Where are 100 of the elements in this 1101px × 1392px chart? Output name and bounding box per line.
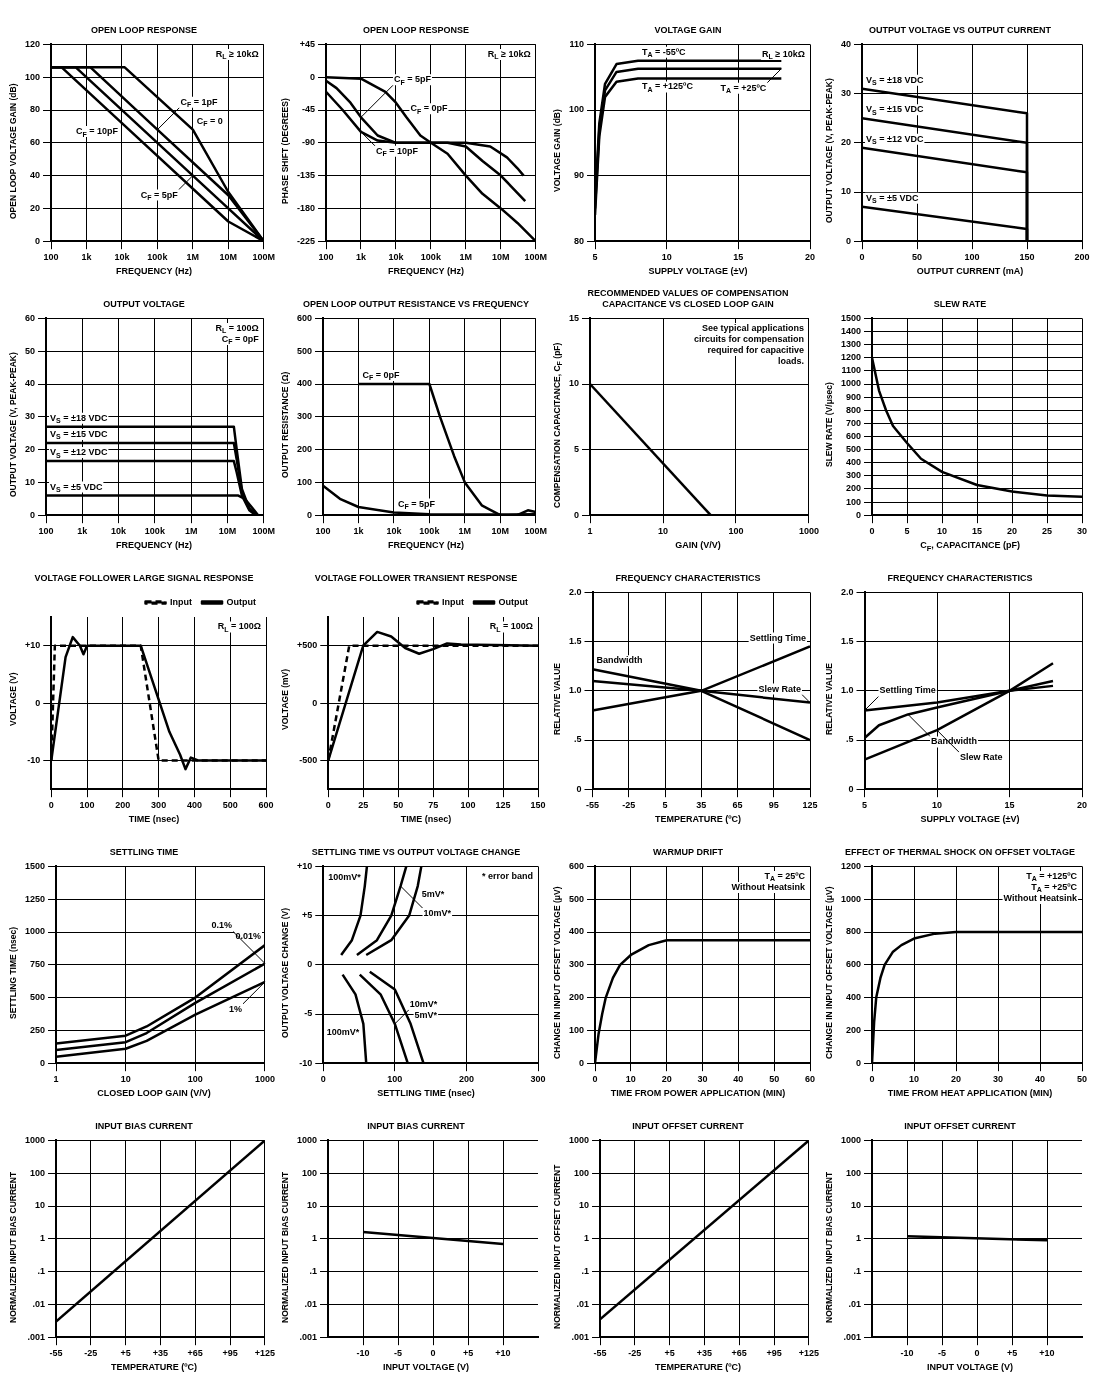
y-tick-label: 10	[579, 1200, 590, 1211]
y-tick-label: .01	[304, 1298, 318, 1309]
x-tick-label: +125	[254, 1348, 275, 1359]
x-tick-label: -55	[49, 1348, 63, 1359]
x-tick-label: 300	[151, 800, 167, 811]
y-tick-label: +500	[296, 640, 318, 651]
y-tick-label: 0	[307, 959, 313, 970]
chart-title: FREQUENCY CHARACTERISTICS	[614, 572, 762, 584]
x-tick-label: +95	[222, 1348, 238, 1359]
x-axis-title: FREQUENCY (Hz)	[387, 266, 465, 278]
x-tick-label: 1k	[81, 252, 93, 263]
x-tick-label: 0	[869, 1074, 875, 1085]
y-tick-label: 1.0	[569, 685, 582, 696]
y-axis-title: NORMALIZED INPUT OFFSET CURRENT	[552, 1163, 563, 1332]
x-tick-label: 125	[802, 800, 818, 811]
x-axis-title: TIME (nsec)	[127, 814, 181, 826]
y-tick-label: -500	[299, 754, 318, 765]
y-tick-label: 1300	[840, 339, 862, 350]
chart-title: WARMUP DRIFT	[652, 846, 724, 858]
y-tick-label: -45	[302, 104, 316, 115]
x-tick-label: 0	[974, 1348, 980, 1359]
y-tick-label: 0	[35, 697, 41, 708]
x-tick-label: 65	[732, 800, 743, 811]
x-tick-label: +5	[462, 1348, 474, 1359]
y-tick-label: 40	[25, 378, 36, 389]
y-tick-label: 0	[576, 783, 582, 794]
y-tick-label: 100	[845, 496, 862, 507]
x-tick-label: 25	[1042, 526, 1053, 537]
y-tick-label: 400	[296, 378, 313, 389]
x-tick-label: 100M	[524, 252, 547, 263]
y-tick-label: 1500	[24, 860, 46, 871]
x-tick-label: 1k	[353, 526, 365, 537]
annotation: Bandwidth	[596, 655, 643, 666]
annotation: * error band	[481, 870, 533, 881]
legend-label: Output	[226, 596, 257, 607]
y-tick-label: 250	[29, 1024, 46, 1035]
x-axis-title: TIME (nsec)	[399, 814, 453, 826]
y-tick-label: .5	[846, 734, 854, 745]
y-axis-title: RELATIVE VALUE	[824, 662, 835, 737]
y-tick-label: 1000	[840, 378, 862, 389]
chart-title: FREQUENCY CHARACTERISTICS	[886, 572, 1034, 584]
x-tick-label: -5	[938, 1348, 947, 1359]
x-axis-title: TEMPERATURE (ºC)	[653, 1362, 743, 1374]
x-tick-label: 125	[495, 800, 511, 811]
x-tick-label: 1	[53, 1074, 59, 1085]
x-axis-title: SUPPLY VOLTAGE (±V)	[647, 266, 749, 278]
y-tick-label: +5	[302, 910, 313, 921]
y-tick-label: 400	[568, 926, 585, 937]
y-tick-label: 500	[845, 444, 862, 455]
y-tick-label: +10	[24, 640, 41, 651]
x-tick-label: 20	[661, 1074, 672, 1085]
x-tick-label: 500	[222, 800, 238, 811]
x-tick-label: 1M	[186, 252, 200, 263]
x-tick-label: 10	[625, 1074, 636, 1085]
x-tick-label: +65	[731, 1348, 747, 1359]
y-tick-label: 50	[25, 345, 36, 356]
y-tick-label: 80	[30, 104, 41, 115]
chart-title: INPUT BIAS CURRENT	[366, 1120, 466, 1132]
y-tick-label: 1000	[24, 1134, 46, 1145]
y-tick-label: 400	[845, 457, 862, 468]
x-tick-label: 100M	[524, 526, 547, 537]
y-tick-label: 2.0	[569, 586, 582, 597]
annotation: 10mV*	[423, 908, 452, 919]
y-tick-label: 120	[24, 38, 41, 49]
x-axis-title: C$_{F}$, CAPACITANCE (pF)	[919, 540, 1021, 555]
x-tick-label: 10k	[386, 526, 403, 537]
x-tick-label: 20	[1076, 800, 1088, 811]
y-tick-label: 10	[25, 476, 36, 487]
x-tick-label: 400	[186, 800, 202, 811]
chart-title: EFFECT OF THERMAL SHOCK ON OFFSET VOLTAGE	[844, 846, 1076, 858]
y-axis-title: OUTPUT VOLTAGE CHANGE (V)	[280, 907, 291, 1040]
y-tick-label: 1.5	[569, 636, 582, 647]
x-tick-label: 10	[658, 526, 669, 537]
y-axis-title: OPEN LOOP VOLTAGE GAIN (dB)	[8, 82, 19, 221]
x-tick-label: +35	[152, 1348, 169, 1359]
x-tick-label: 200	[115, 800, 131, 811]
chart-title: SETTLING TIME VS OUTPUT VOLTAGE CHANGE	[310, 846, 522, 858]
x-tick-label: +95	[766, 1348, 782, 1359]
y-tick-label: 100	[296, 476, 313, 487]
x-tick-label: 100k	[147, 252, 169, 263]
x-tick-label: 10k	[388, 252, 405, 263]
x-tick-label: 10k	[114, 252, 131, 263]
y-axis-title: RELATIVE VALUE	[552, 662, 563, 737]
y-tick-label: 0	[848, 783, 854, 794]
y-tick-label: 100	[845, 1167, 862, 1178]
y-tick-label: 2.0	[841, 586, 854, 597]
y-axis-title: NORMALIZED INPUT BIAS CURRENT	[8, 1170, 19, 1325]
annotation: Slew Rate	[758, 683, 802, 694]
x-axis-title: TIME FROM HEAT APPLICATION (MIN)	[886, 1088, 1054, 1100]
y-tick-label: .1	[309, 1266, 318, 1277]
x-tick-label: +10	[1039, 1348, 1055, 1359]
x-tick-label: 1000	[798, 526, 819, 537]
y-tick-label: 90	[574, 170, 585, 181]
y-tick-label: 20	[25, 444, 36, 455]
x-tick-label: +5	[664, 1348, 675, 1359]
y-tick-label: 500	[296, 345, 313, 356]
legend-label: Input	[170, 596, 193, 607]
x-tick-label: 40	[733, 1074, 744, 1085]
x-tick-label: +125	[798, 1348, 819, 1359]
y-tick-label: 0	[310, 71, 316, 82]
